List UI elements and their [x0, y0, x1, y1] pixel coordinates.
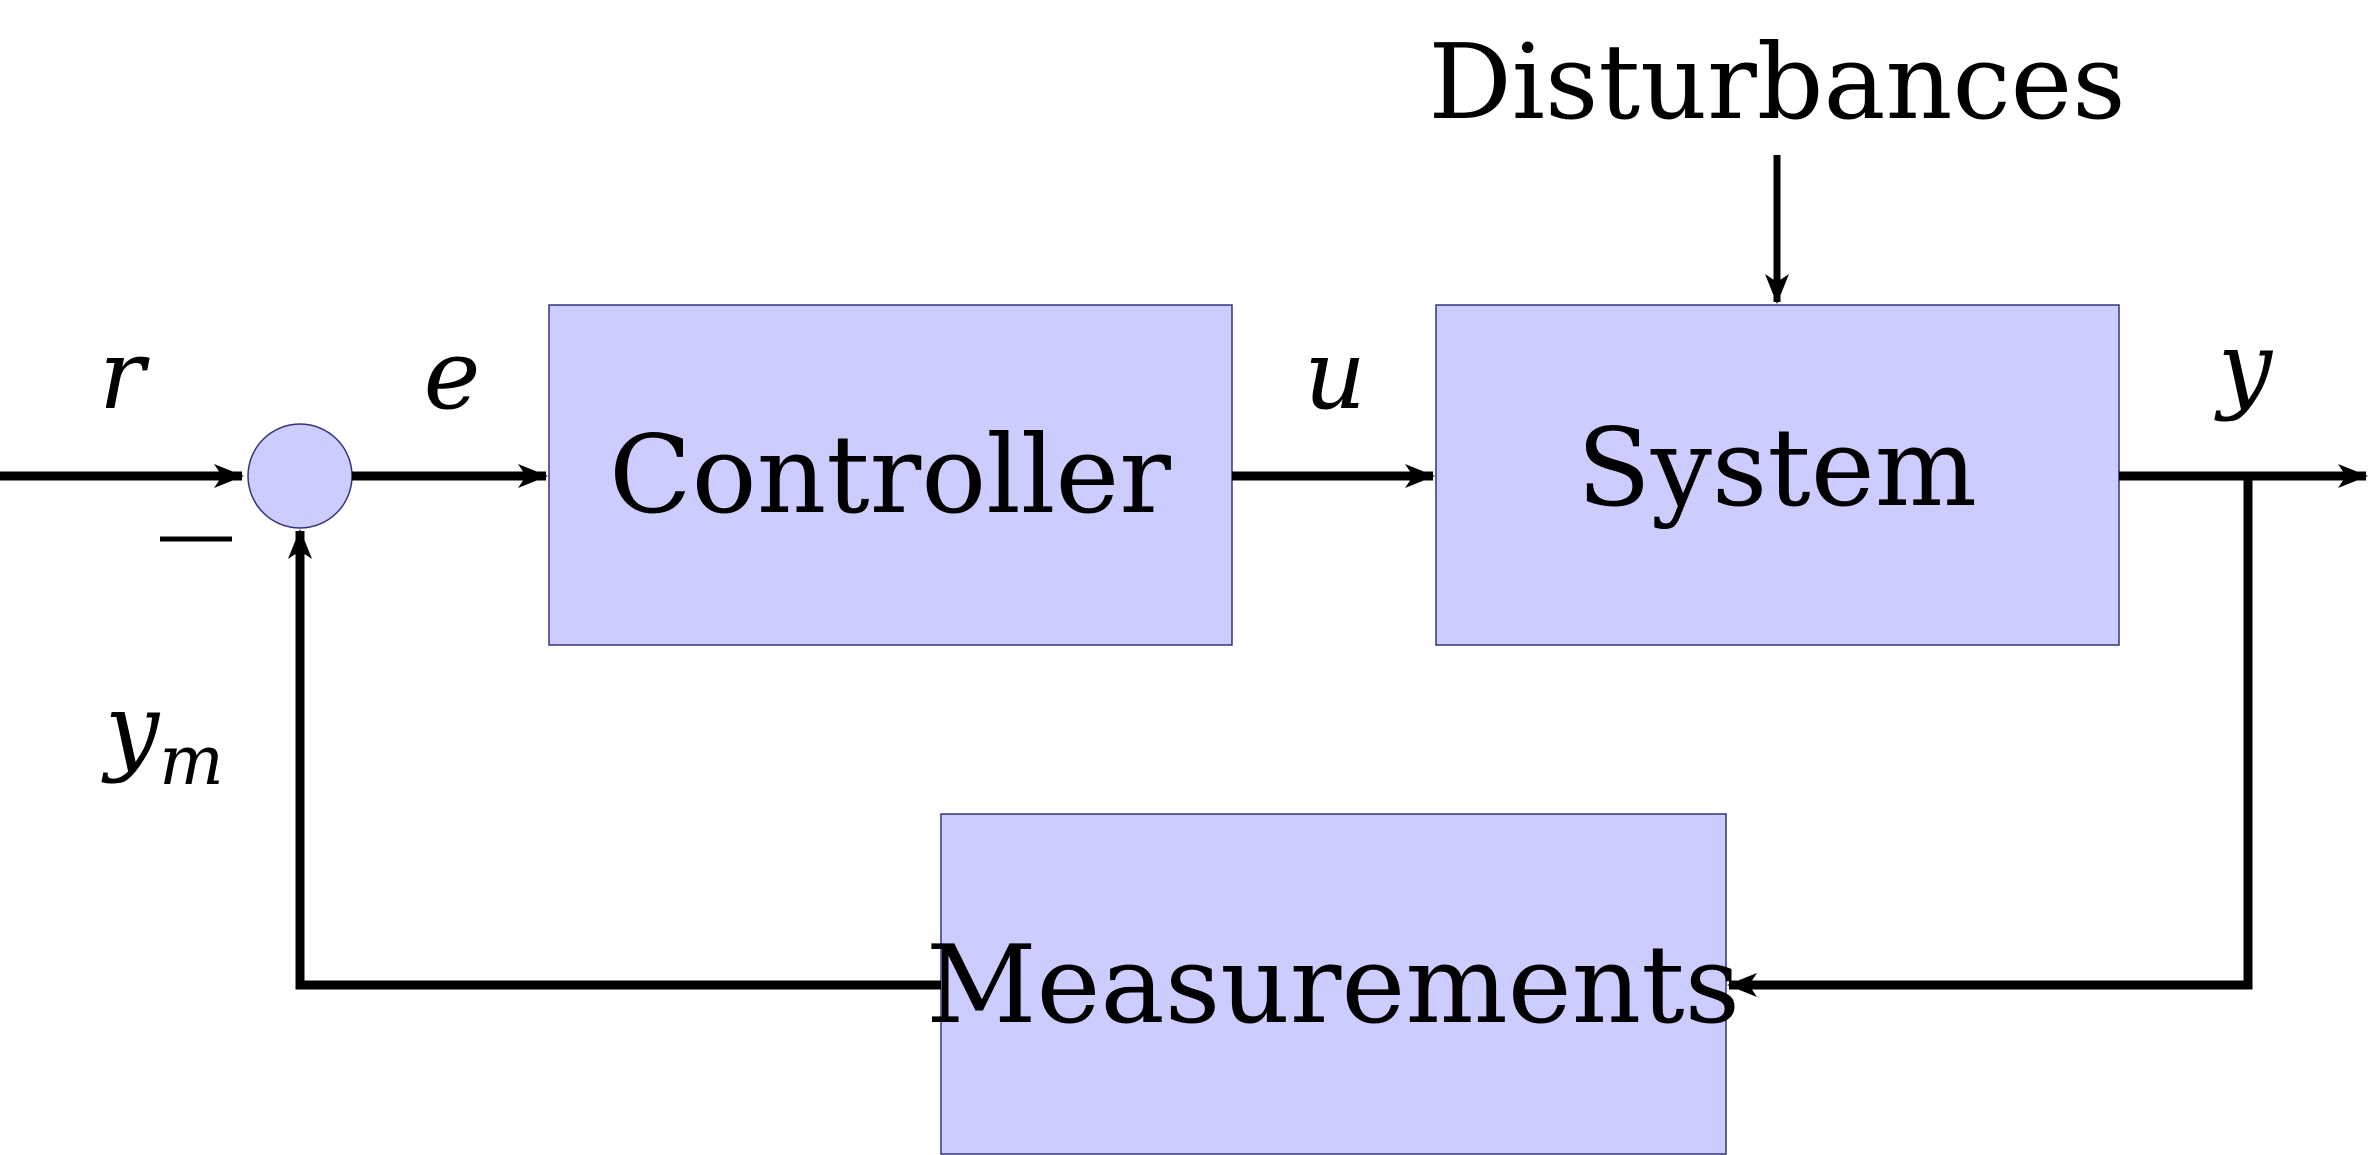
summing-junction — [247, 423, 353, 529]
measurements-label: Measurements — [926, 923, 1740, 1048]
controller-block — [548, 304, 1233, 646]
reference-signal-label: r — [99, 319, 150, 431]
measured-signal-base: y — [101, 673, 161, 785]
controller-label: Controller — [609, 413, 1171, 538]
feedback-wire-to-measurements — [1727, 476, 2253, 997]
output-signal-label: y — [2214, 311, 2274, 423]
measured-signal-label: ym — [101, 673, 224, 801]
error-signal-label: e — [424, 319, 481, 431]
feedback-wire-to-junction — [288, 529, 941, 990]
disturbances-label: Disturbances — [1428, 21, 2125, 143]
measured-signal-subscript: m — [159, 722, 223, 801]
control-signal-label: u — [1304, 319, 1366, 431]
system-block — [1435, 304, 2120, 646]
measurements-block — [940, 813, 1727, 1155]
system-label: System — [1577, 406, 1977, 531]
